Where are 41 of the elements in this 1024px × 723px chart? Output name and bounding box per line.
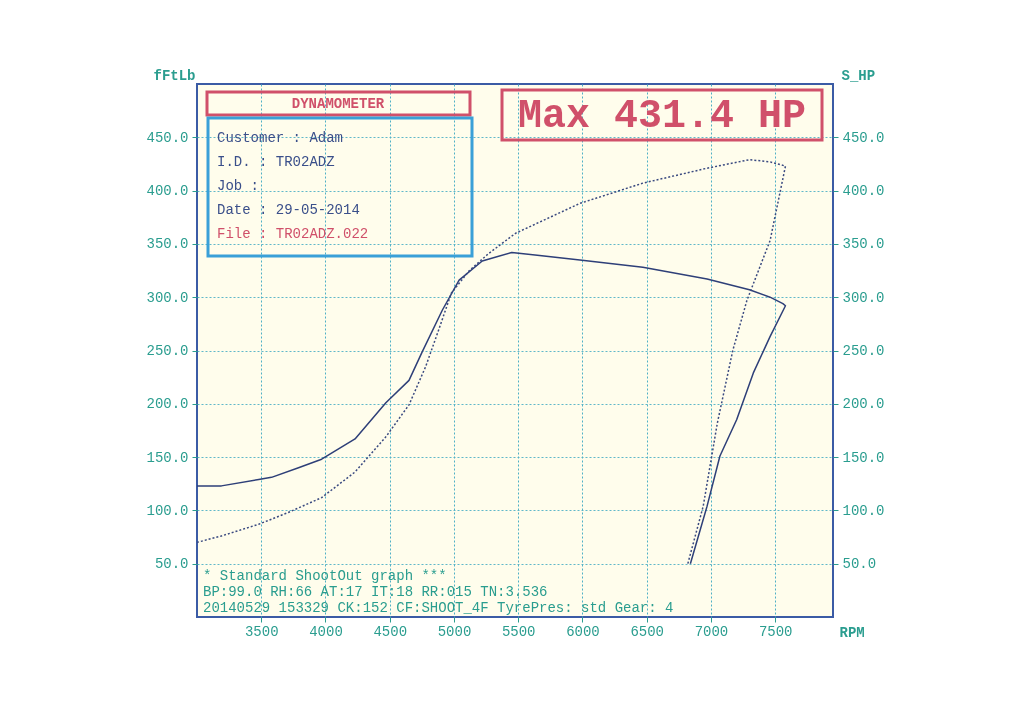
x-tick-label: 6000 bbox=[566, 623, 600, 640]
y-tick-label: 100.0 bbox=[146, 502, 189, 519]
y-tick-label: 400.0 bbox=[146, 183, 189, 200]
annotation: Job : bbox=[217, 178, 260, 194]
line-series bbox=[196, 158, 787, 565]
x-tick-label: 5000 bbox=[437, 623, 472, 640]
y2-tick-label: 200.0 bbox=[842, 396, 885, 413]
y-tick-label: 250.0 bbox=[146, 343, 189, 359]
annotation: * Standard ShootOut graph *** bbox=[203, 568, 447, 584]
x-tick-label: 7000 bbox=[694, 623, 729, 640]
y2-tick-label: 450.0 bbox=[842, 129, 885, 146]
y-tick-label: 450.0 bbox=[146, 129, 189, 146]
annotation: I.D. : TR02ADZ bbox=[217, 154, 335, 170]
y-axis-title: fFtLb bbox=[153, 67, 196, 84]
x-axis-title: RPM bbox=[839, 624, 865, 641]
annotation: Date : 29-05-2014 bbox=[217, 202, 360, 218]
x-tick-label: 3500 bbox=[244, 623, 279, 640]
y-tick-label: 200.0 bbox=[146, 396, 189, 413]
y-tick-label: 150.0 bbox=[146, 449, 189, 466]
annotation: DYNAMOMETER bbox=[291, 96, 385, 112]
annotation: Customer : Adam bbox=[217, 130, 344, 146]
y2-tick-label: 50.0 bbox=[842, 556, 877, 573]
x-tick-label: 4500 bbox=[373, 623, 408, 640]
annotation: Max 431.4 HP bbox=[517, 94, 807, 139]
x-tick-label: 5500 bbox=[501, 623, 536, 640]
y2-tick-label: 100.0 bbox=[842, 502, 885, 519]
annotation: File : TR02ADZ.022 bbox=[217, 226, 369, 242]
x-tick-label: 7500 bbox=[758, 623, 793, 640]
y-tick-label: 50.0 bbox=[154, 556, 189, 573]
annotation: 20140529 153329 CK:152 CF:SHOOT_4F TyrePres: std Gear: 4 bbox=[203, 600, 674, 616]
y2-tick-label: 400.0 bbox=[842, 183, 885, 200]
annotation: BP:99.0 RH:66 AT:17 IT:18 RR:015 TN:3.536 bbox=[203, 584, 548, 600]
y2-axis-title: S_HP bbox=[841, 67, 876, 84]
y-tick-label: 350.0 bbox=[146, 236, 189, 253]
y-tick-label: 300.0 bbox=[146, 289, 189, 306]
x-tick-label: 4000 bbox=[309, 623, 343, 640]
y2-tick-label: 250.0 bbox=[842, 343, 885, 359]
y2-tick-label: 150.0 bbox=[842, 449, 885, 466]
y2-tick-label: 350.0 bbox=[842, 236, 885, 253]
y2-tick-label: 300.0 bbox=[842, 289, 885, 306]
x-tick-label: 6500 bbox=[630, 623, 664, 640]
